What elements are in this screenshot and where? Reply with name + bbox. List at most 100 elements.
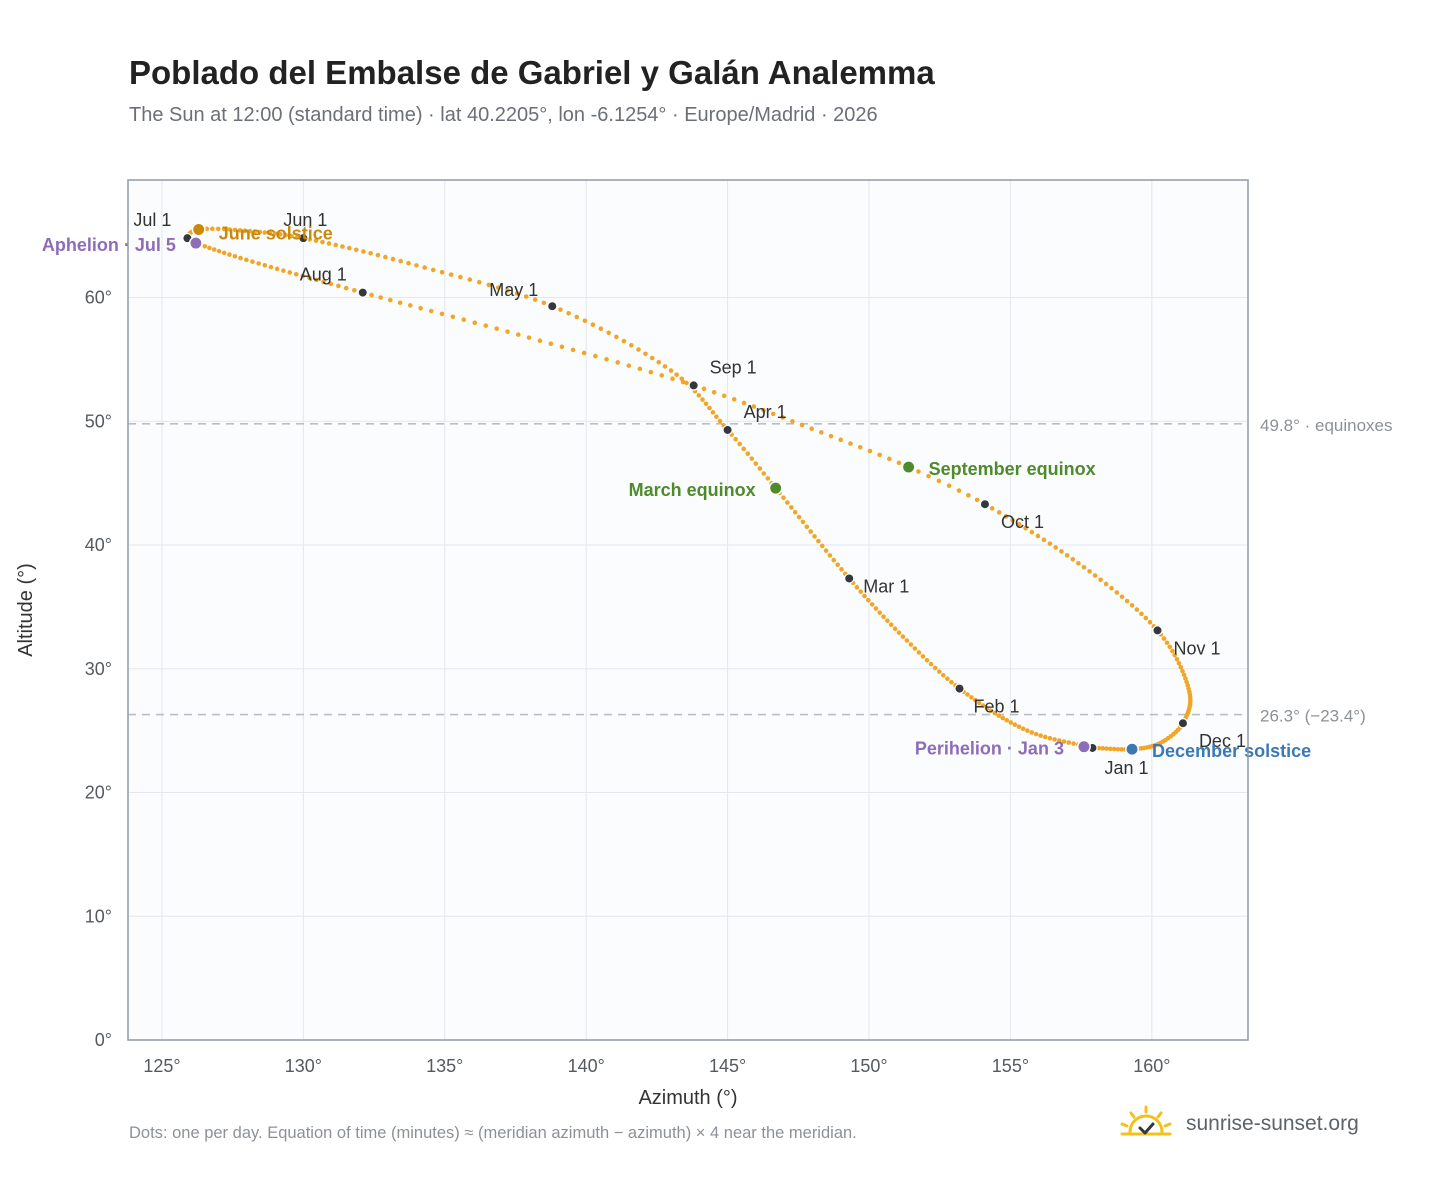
brand-name[interactable]: sunrise-sunset.org <box>1186 1112 1359 1135</box>
month-label: Nov 1 <box>1173 638 1220 658</box>
day-dot <box>250 259 255 264</box>
day-dot <box>354 247 359 253</box>
day-dot <box>1183 676 1188 681</box>
day-dot <box>378 295 384 300</box>
day-dot <box>867 448 873 454</box>
day-dot <box>745 451 751 457</box>
day-dot <box>1115 746 1121 752</box>
day-dot <box>320 239 325 245</box>
day-dot <box>581 350 587 356</box>
day-dot <box>321 279 326 285</box>
day-dot <box>714 414 719 419</box>
reference-lines: 49.8° · equinoxes 26.3° (−23.4°) <box>128 416 1393 726</box>
day-dot <box>422 265 427 270</box>
day-dot <box>558 307 563 312</box>
day-dot <box>458 274 463 280</box>
day-dot <box>237 228 243 233</box>
day-dot <box>1164 640 1170 646</box>
month-label: May 1 <box>489 280 538 300</box>
day-dot <box>828 433 834 439</box>
day-dot <box>606 330 611 336</box>
day-dot <box>835 562 840 568</box>
day-dot <box>1174 656 1180 662</box>
day-dot <box>1181 672 1187 678</box>
day-dot <box>537 338 543 343</box>
month-label: Jun 1 <box>283 210 327 230</box>
day-dot <box>283 232 289 238</box>
day-dot <box>896 460 902 466</box>
day-dot <box>467 277 473 282</box>
event-label: December solstice <box>1152 741 1311 761</box>
day-dot <box>615 360 620 365</box>
y-tick-label: 20° <box>85 783 112 803</box>
day-dot <box>267 230 273 236</box>
day-dot <box>765 476 771 481</box>
month-label: Apr 1 <box>744 402 787 422</box>
day-dot <box>896 630 902 635</box>
x-axis-label: Azimuth (°) <box>638 1087 737 1109</box>
day-dot <box>946 483 952 489</box>
day-dot <box>1041 537 1047 543</box>
y-tick-label: 0° <box>95 1030 112 1050</box>
day-dot <box>486 282 492 288</box>
day-dot <box>289 233 294 239</box>
day-dot <box>1066 740 1072 745</box>
day-dot <box>1109 585 1114 591</box>
day-dot <box>701 386 707 392</box>
day-dot <box>1096 745 1102 751</box>
day-dot <box>307 275 312 281</box>
day-dot <box>887 456 892 462</box>
day-dot <box>300 273 306 279</box>
day-dot <box>369 292 374 298</box>
event-label: Perihelion · Jan 3 <box>915 739 1064 759</box>
day-dot <box>637 366 643 372</box>
day-dot <box>992 710 998 716</box>
day-dot <box>450 314 456 320</box>
day-dot <box>761 471 767 476</box>
day-dot <box>207 245 212 251</box>
day-dot <box>670 376 675 381</box>
day-dot <box>202 243 208 249</box>
day-dot <box>1111 746 1117 752</box>
month-label: Aug 1 <box>300 265 347 285</box>
day-dot <box>680 379 686 385</box>
day-dot <box>494 326 499 331</box>
day-dot <box>838 437 844 443</box>
day-dot <box>1170 648 1175 654</box>
month-marker <box>298 232 309 244</box>
month-marker <box>722 424 733 436</box>
day-dot <box>1092 573 1098 578</box>
day-dot <box>1042 734 1048 740</box>
day-dot <box>361 249 366 254</box>
day-dot <box>862 593 867 599</box>
day-dot <box>731 397 737 402</box>
day-dot <box>721 393 727 399</box>
brand[interactable]: sunrise-sunset.org <box>1118 1102 1359 1146</box>
x-tick-label: 145° <box>709 1056 746 1076</box>
month-label: Oct 1 <box>1001 512 1044 532</box>
day-dot <box>703 401 709 407</box>
day-dot <box>700 397 705 402</box>
day-dot <box>749 456 755 461</box>
day-dot <box>1008 720 1014 725</box>
day-dot <box>227 252 232 257</box>
day-dot <box>428 308 434 314</box>
day-dot <box>1087 569 1092 574</box>
day-dot <box>928 661 934 667</box>
day-dot <box>1056 738 1062 743</box>
event-label: Aphelion · Jul 5 <box>42 235 176 255</box>
day-dot <box>628 343 634 348</box>
y-axis-ticks: 0° 10° 20° 30° 40° 50° 60° <box>85 288 112 1050</box>
day-dot <box>916 469 921 474</box>
day-dot <box>804 524 810 530</box>
day-dot <box>430 267 436 273</box>
day-dot <box>996 713 1002 718</box>
day-dot <box>636 347 641 352</box>
chart-subtitle: The Sun at 12:00 (standard time) · lat 4… <box>129 104 878 126</box>
day-dot <box>570 347 576 353</box>
day-dot <box>792 509 798 515</box>
day-dot <box>1139 611 1144 617</box>
day-dot <box>757 466 763 471</box>
day-dot <box>659 373 665 378</box>
